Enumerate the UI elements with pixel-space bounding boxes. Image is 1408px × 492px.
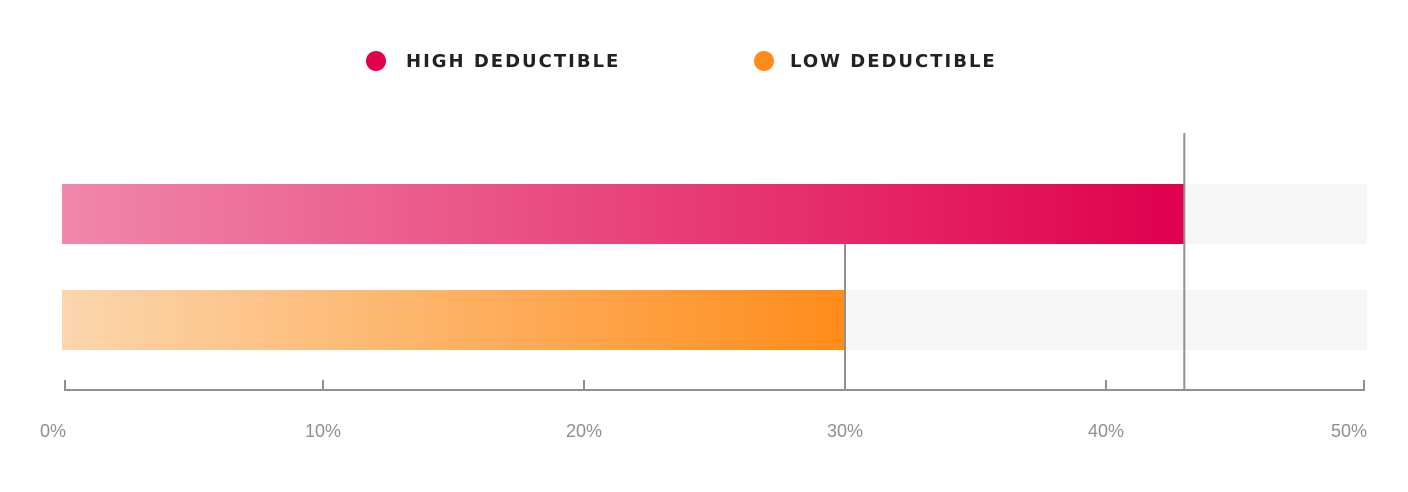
legend: HIGH DEDUCTIBLE LOW DEDUCTIBLE — [366, 51, 997, 72]
x-tick-label: 30% — [827, 421, 863, 441]
x-tick-label: 0% — [40, 421, 66, 441]
x-axis-tick-labels: 0% 10% 20% 30% 40% 50% — [40, 421, 1367, 441]
legend-swatch-low-deductible — [754, 51, 774, 71]
bar-low-deductible — [62, 290, 845, 350]
legend-label-low-deductible: LOW DEDUCTIBLE — [790, 51, 997, 72]
x-tick-label: 50% — [1331, 421, 1367, 441]
legend-swatch-high-deductible — [366, 51, 386, 71]
x-axis: 0% 10% 20% 30% 40% 50% — [40, 380, 1367, 441]
x-axis-ticks — [64, 380, 1365, 390]
bar-group — [62, 184, 1367, 350]
x-tick-label: 10% — [305, 421, 341, 441]
legend-label-high-deductible: HIGH DEDUCTIBLE — [406, 51, 620, 72]
x-tick-label: 40% — [1088, 421, 1124, 441]
legend-item-high-deductible: HIGH DEDUCTIBLE — [366, 51, 620, 72]
value-markers — [844, 133, 1186, 390]
legend-item-low-deductible: LOW DEDUCTIBLE — [754, 51, 997, 72]
x-tick-label: 20% — [566, 421, 602, 441]
bar-high-deductible — [62, 184, 1185, 244]
